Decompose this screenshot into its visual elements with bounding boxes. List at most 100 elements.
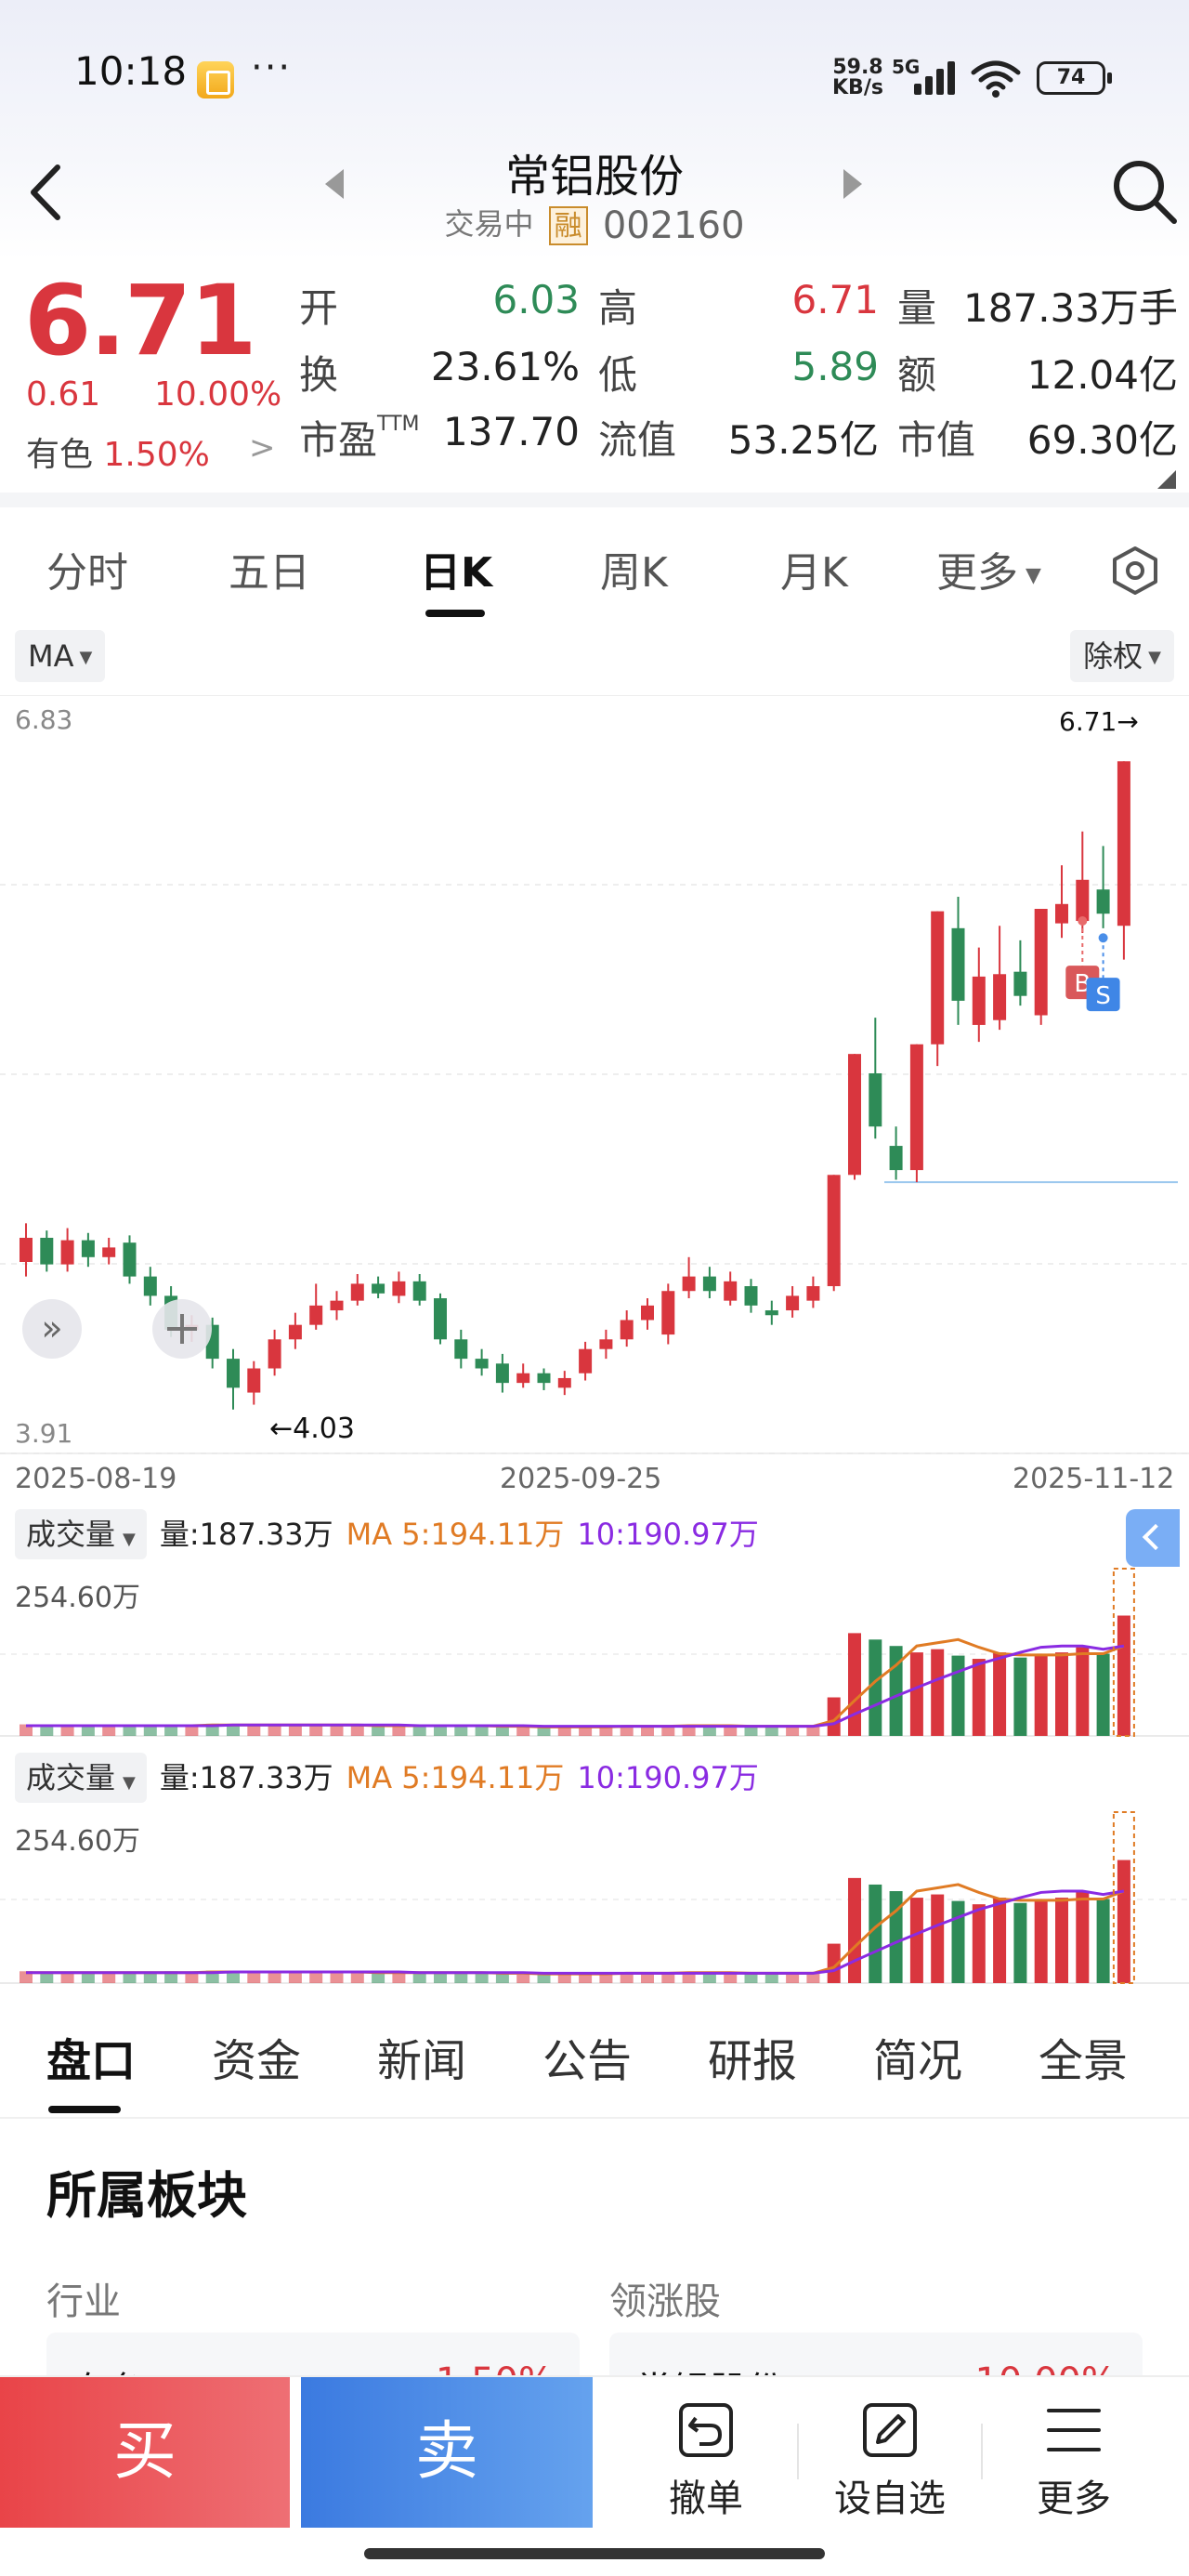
volume-bar	[412, 1973, 426, 1983]
volume-bar	[516, 1728, 530, 1736]
volume-bar	[288, 1971, 302, 1983]
volume-bar	[227, 1971, 240, 1983]
tab-announcements[interactable]: 公告	[542, 2035, 633, 2087]
search-icon[interactable]	[1109, 156, 1180, 227]
candle-body	[102, 1247, 116, 1257]
amount-label-text: 额	[897, 352, 937, 398]
volume-bar	[516, 1974, 530, 1983]
volume-bar	[123, 1972, 137, 1983]
volume-bar	[268, 1971, 281, 1983]
y-min-label: 3.91	[15, 1418, 73, 1449]
crosshair-button[interactable]	[152, 1299, 212, 1359]
open-label-text: 开	[299, 285, 339, 331]
volume-bar	[702, 1973, 716, 1983]
volume-indicator-select[interactable]: 成交量 ▼	[15, 1509, 147, 1559]
tab-research[interactable]: 研报	[708, 2035, 798, 2087]
ma-indicator-label: MA	[28, 638, 74, 674]
sector-link[interactable]: 有色 1.50%	[26, 427, 210, 476]
float-cap-label: 流值	[598, 409, 676, 466]
volume-indicator-select[interactable]: 成交量 ▼	[15, 1753, 147, 1803]
sell-marker	[1086, 978, 1120, 1012]
market-cap-label-text: 市值	[897, 417, 976, 463]
menu-icon	[1047, 2409, 1101, 2451]
candle-body	[599, 1339, 613, 1349]
candle-body	[309, 1305, 323, 1325]
volume-bar	[1096, 1899, 1110, 1983]
volume-bar	[392, 1725, 406, 1736]
expand-panel-button[interactable]: »	[22, 1299, 82, 1359]
candle-body	[537, 1373, 551, 1384]
tab-intraday[interactable]: 分时	[46, 549, 128, 597]
candle-body	[579, 1348, 593, 1373]
candle-body	[268, 1339, 281, 1369]
buy-button[interactable]: 买	[0, 2377, 290, 2528]
cancel-order-button[interactable]: 撤单	[622, 2399, 790, 2522]
low-label: 低	[598, 344, 637, 401]
tab-monthly-k[interactable]: 月K	[780, 549, 848, 597]
add-watchlist-button[interactable]: 设自选	[806, 2399, 973, 2522]
back-icon[interactable]	[19, 160, 74, 225]
volume-bar	[434, 1971, 447, 1983]
app-notification-icon	[197, 61, 234, 99]
volume-bar	[972, 1904, 986, 1983]
sell-button[interactable]: 卖	[301, 2377, 593, 2528]
volume-bar	[764, 1727, 778, 1736]
volume-chart-1[interactable]	[0, 1496, 1189, 1747]
network-type: 5G	[892, 56, 921, 78]
volume-chart-2[interactable]	[0, 1747, 1189, 1989]
x-label-end: 2025-11-12	[1013, 1463, 1175, 1495]
candle-body	[412, 1281, 426, 1301]
pe-ttm-label: 市盈TTM	[299, 409, 420, 466]
sell-marker-text: S	[1095, 982, 1111, 1010]
expand-corner-icon[interactable]	[1157, 470, 1176, 489]
bottom-action-bar: 买 卖 撤单 设自选 更多	[0, 2375, 1189, 2576]
ma-indicator-select[interactable]: MA ▼	[15, 630, 106, 682]
volume-ma10-line	[26, 1644, 1125, 1728]
volume-bar	[786, 1973, 800, 1983]
adjust-select[interactable]: 除权 ▼	[1070, 630, 1174, 682]
volume-bar	[579, 1727, 593, 1736]
market-cap-label: 市值	[897, 409, 975, 466]
candle-body	[123, 1242, 137, 1277]
net-speed-unit: KB/s	[832, 76, 883, 99]
tab-order-book[interactable]: 盘口	[46, 2035, 137, 2087]
x-label-start: 2025-08-19	[15, 1463, 177, 1495]
candle-body	[60, 1240, 74, 1265]
tab-daily-k[interactable]: 日K	[420, 549, 493, 597]
volume-bar	[537, 1727, 551, 1736]
volume-bar	[724, 1727, 738, 1736]
adjust-label: 除权	[1083, 638, 1143, 674]
volume-bar	[309, 1725, 323, 1736]
more-button[interactable]: 更多	[990, 2399, 1157, 2522]
tab-more[interactable]: 更多 ▼	[936, 539, 1041, 598]
prev-stock-icon[interactable]	[323, 167, 346, 201]
tab-capital[interactable]: 资金	[212, 2035, 302, 2087]
more-label: 更多	[1037, 2477, 1111, 2520]
volume-bar	[372, 1726, 385, 1736]
tab-weekly-k[interactable]: 周K	[600, 549, 668, 597]
last-price: 6.71	[24, 264, 257, 377]
next-stock-icon[interactable]	[842, 167, 864, 201]
tab-panorama[interactable]: 全景	[1039, 2035, 1129, 2087]
section-divider	[0, 493, 1189, 507]
tab-five-day[interactable]: 五日	[229, 549, 310, 597]
volume-bar	[1013, 1657, 1027, 1736]
candle-body	[848, 1054, 861, 1176]
divider	[981, 2424, 983, 2479]
volume-bar	[848, 1877, 861, 1983]
high-price-mark: 6.71→	[1059, 706, 1139, 737]
chart-settings-icon[interactable]	[1107, 543, 1163, 598]
volume-bar	[81, 1973, 95, 1983]
collapse-panel-icon[interactable]	[1126, 1509, 1180, 1567]
candle-body	[993, 974, 1007, 1020]
buy-marker-dot	[1078, 916, 1088, 927]
volume-bar	[60, 1971, 74, 1983]
volume-bar	[330, 1972, 344, 1983]
candle-body	[81, 1240, 95, 1257]
tab-news[interactable]: 新闻	[377, 2035, 467, 2087]
period-tabs: 分时 五日 日K 周K 月K 更多 ▼	[0, 507, 1189, 619]
turnover-rate-value: 23.61%	[430, 344, 580, 389]
volume-header-1: 成交量 ▼ 量:187.33万 MA 5:194.11万 10:190.97万	[15, 1509, 759, 1561]
tab-profile[interactable]: 简况	[873, 2035, 963, 2087]
